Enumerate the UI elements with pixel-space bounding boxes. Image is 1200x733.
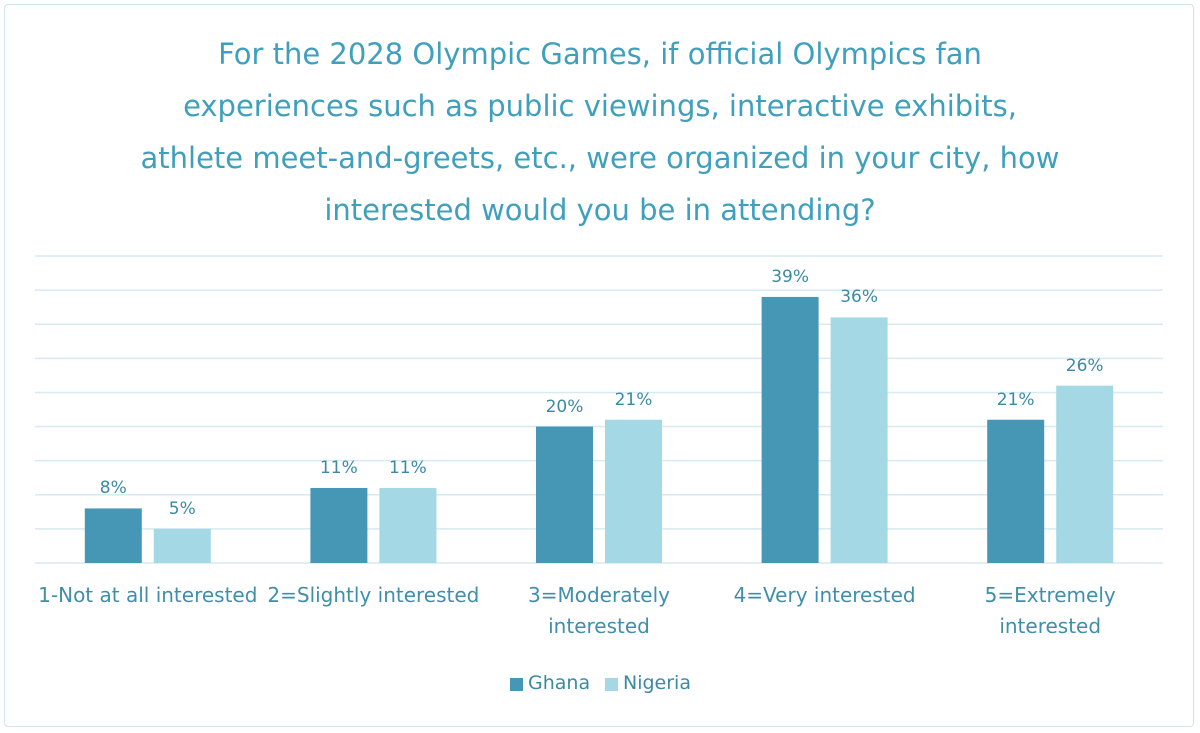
x-tick-label: 4=Very interested bbox=[733, 583, 916, 607]
value-label: 26% bbox=[1065, 355, 1104, 376]
value-label: 21% bbox=[996, 389, 1035, 410]
bar bbox=[987, 419, 1045, 563]
bar bbox=[761, 296, 819, 563]
bar bbox=[536, 426, 593, 563]
value-label: 36% bbox=[840, 287, 878, 308]
value-label: 11% bbox=[319, 457, 358, 478]
legend-label: Nigeria bbox=[623, 672, 691, 694]
chart-title: For the 2028 Olympic Games, if official … bbox=[140, 37, 1060, 227]
bar bbox=[84, 508, 142, 563]
bar bbox=[1056, 385, 1114, 563]
chart-frame bbox=[4, 4, 1194, 727]
bar bbox=[830, 317, 888, 563]
legend-swatch bbox=[510, 678, 523, 691]
value-label: 39% bbox=[771, 266, 809, 287]
bar bbox=[379, 487, 437, 563]
bar bbox=[605, 419, 662, 563]
x-tick-label: 5=Extremely interested bbox=[984, 583, 1116, 638]
value-label: 5% bbox=[168, 498, 196, 519]
x-tick-label: 1-Not at all interested bbox=[38, 583, 258, 607]
legend-swatch bbox=[605, 678, 618, 691]
value-label: 21% bbox=[614, 389, 653, 410]
x-tick-label: 3=Moderately interested bbox=[528, 583, 670, 638]
value-label: 11% bbox=[388, 457, 427, 478]
x-tick-label: 2=Slightly interested bbox=[267, 583, 480, 607]
bar bbox=[310, 487, 368, 563]
value-label: 8% bbox=[99, 478, 127, 499]
bar bbox=[153, 528, 211, 563]
value-label: 20% bbox=[545, 396, 584, 417]
legend-label: Ghana bbox=[528, 672, 591, 694]
